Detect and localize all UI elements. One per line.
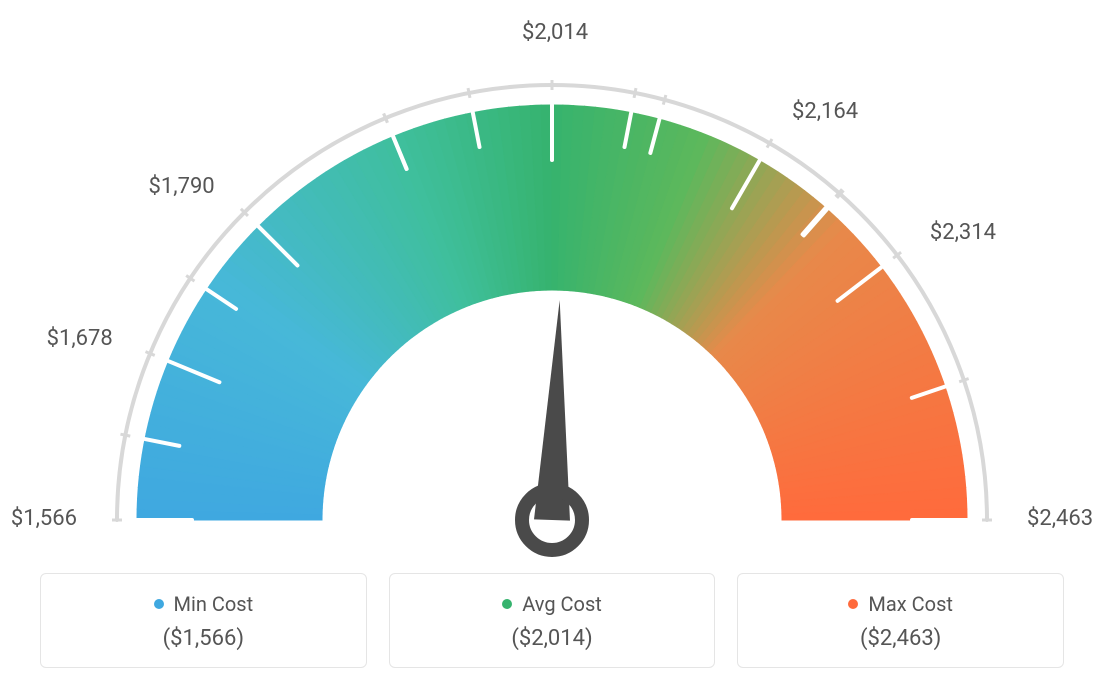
- max-cost-title-row: Max Cost: [848, 592, 953, 616]
- gauge-tick-label: $1,790: [149, 174, 215, 199]
- avg-cost-value: ($2,014): [400, 626, 705, 651]
- gauge-tick-label: $2,314: [930, 220, 996, 245]
- summary-cards: Min Cost ($1,566) Avg Cost ($2,014) Max …: [40, 573, 1064, 668]
- min-dot-icon: [154, 599, 164, 609]
- avg-cost-title: Avg Cost: [522, 592, 602, 616]
- avg-cost-card: Avg Cost ($2,014): [389, 573, 716, 668]
- gauge-tick-label: $2,463: [1027, 506, 1093, 531]
- gauge-tick-label: $1,566: [11, 506, 77, 531]
- gauge-area: $1,566 $1,678 $1,790 $2,014 $2,164 $2,314 $2,4…: [0, 0, 1104, 550]
- gauge-tick-label: $2,014: [522, 20, 588, 45]
- chart-container: $1,566 $1,678 $1,790 $2,014 $2,164 $2,314 $2,4…: [0, 0, 1104, 690]
- gauge-svg: [52, 30, 1052, 570]
- gauge-tick-label: $2,164: [792, 99, 858, 124]
- avg-dot-icon: [502, 599, 512, 609]
- max-cost-title: Max Cost: [868, 592, 953, 616]
- min-cost-card: Min Cost ($1,566): [40, 573, 367, 668]
- max-dot-icon: [848, 599, 858, 609]
- min-cost-title-row: Min Cost: [154, 592, 254, 616]
- min-cost-title: Min Cost: [174, 592, 254, 616]
- min-cost-value: ($1,566): [51, 626, 356, 651]
- max-cost-card: Max Cost ($2,463): [737, 573, 1064, 668]
- max-cost-value: ($2,463): [748, 626, 1053, 651]
- avg-cost-title-row: Avg Cost: [502, 592, 602, 616]
- gauge-tick-label: $1,678: [47, 326, 113, 351]
